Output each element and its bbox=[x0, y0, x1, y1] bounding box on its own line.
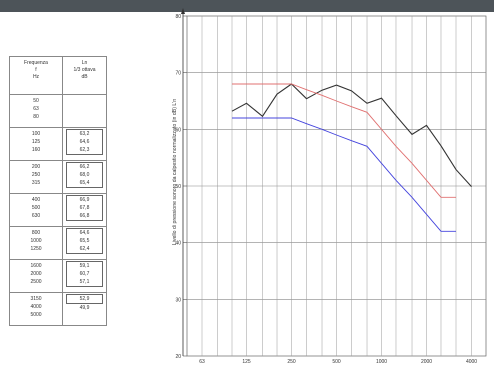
level-box: 63,2 64,6 62,3 bbox=[66, 129, 103, 155]
level-box: 64,6 65,5 62,4 bbox=[66, 228, 103, 254]
level-value: 63,2 bbox=[79, 131, 90, 137]
level-cell bbox=[62, 94, 107, 128]
x-tick-label: 125 bbox=[242, 359, 251, 365]
freq-cell: 200 250 315 bbox=[9, 160, 63, 194]
y-tick-label: 30 bbox=[175, 297, 181, 303]
level-cell: 63,2 64,6 62,3 bbox=[62, 127, 107, 161]
x-tick-label: 500 bbox=[332, 359, 341, 365]
freq-value: 2000 bbox=[30, 271, 42, 277]
chart-grid bbox=[186, 15, 487, 357]
level-value: 64,6 bbox=[79, 230, 90, 236]
level-box: 66,9 67,8 66,8 bbox=[66, 195, 103, 221]
freq-value: 400 bbox=[31, 197, 41, 203]
y-tick-label: 40 bbox=[175, 241, 181, 247]
level-value: 65,5 bbox=[79, 238, 90, 244]
freq-value: 3150 bbox=[30, 296, 42, 302]
level-header-line-2: 1/3 ottava bbox=[73, 67, 96, 73]
level-value: 62,4 bbox=[79, 246, 90, 252]
table-row: 1600 2000 2500 59,1 60,7 57,1 bbox=[9, 259, 107, 293]
level-cell: 66,2 68,0 65,4 bbox=[62, 160, 107, 194]
x-tick-label: 63 bbox=[199, 359, 205, 365]
freq-value: 2500 bbox=[30, 279, 42, 285]
freq-cell: 800 1000 1250 bbox=[9, 226, 63, 260]
freq-header: Frequenza f Hz bbox=[9, 56, 63, 95]
level-value: 52,9 bbox=[79, 296, 90, 302]
freq-value: 5000 bbox=[30, 312, 42, 318]
series-line bbox=[231, 83, 472, 187]
freq-value: 1600 bbox=[30, 263, 42, 269]
chart-series bbox=[231, 83, 472, 232]
series-line bbox=[232, 117, 456, 232]
freq-value: 250 bbox=[31, 172, 41, 178]
level-value: 64,6 bbox=[79, 139, 90, 145]
level-value: 66,9 bbox=[79, 197, 90, 203]
table-row: 3150 4000 5000 52,9 49,9 bbox=[9, 292, 107, 326]
level-value: 59,1 bbox=[79, 263, 90, 269]
freq-value: 63 bbox=[33, 106, 39, 112]
series-line bbox=[232, 83, 456, 198]
freq-value: 4000 bbox=[30, 304, 42, 310]
freq-cell: 1600 2000 2500 bbox=[9, 259, 63, 293]
y-tick-label: 20 bbox=[175, 354, 181, 360]
freq-cell: 3150 4000 5000 bbox=[9, 292, 63, 326]
level-header-line-1: Ln bbox=[81, 60, 88, 66]
level-cell: 59,1 60,7 57,1 bbox=[62, 259, 107, 293]
level-box: 66,2 68,0 65,4 bbox=[66, 162, 103, 188]
y-axis-arrow bbox=[181, 8, 185, 14]
freq-header-line-3: Hz bbox=[32, 74, 40, 80]
freq-value: 315 bbox=[31, 180, 41, 186]
level-header: Ln 1/3 ottava dB bbox=[62, 56, 107, 95]
table-row: 800 1000 1250 64,6 65,5 62,4 bbox=[9, 226, 107, 260]
freq-value: 800 bbox=[31, 230, 41, 236]
level-value: 65,4 bbox=[79, 180, 90, 186]
freq-value: 80 bbox=[33, 114, 39, 120]
level-value: 68,0 bbox=[79, 172, 90, 178]
x-tick-label: 2000 bbox=[421, 359, 432, 365]
x-tick-label: 1000 bbox=[376, 359, 387, 365]
freq-value: 50 bbox=[33, 98, 39, 104]
level-value: 49,9 bbox=[79, 305, 90, 311]
table-row: 200 250 315 66,2 68,0 65,4 bbox=[9, 160, 107, 194]
table-row: 50 63 80 bbox=[9, 94, 107, 128]
level-header-line-3: dB bbox=[81, 74, 88, 80]
y-tick-label: 60 bbox=[175, 127, 181, 133]
y-tick-label: 80 bbox=[175, 14, 181, 20]
y-axis-label: Livello di pressione sonoro da calpestio… bbox=[172, 99, 178, 245]
freq-value: 1000 bbox=[30, 238, 42, 244]
freq-header-line-1: Frequenza bbox=[24, 60, 48, 66]
freq-value: 1250 bbox=[30, 246, 42, 252]
freq-value: 125 bbox=[31, 139, 41, 145]
x-tick-label: 250 bbox=[287, 359, 296, 365]
freq-header-line-2: f bbox=[35, 67, 37, 73]
level-cell: 52,9 49,9 bbox=[62, 292, 107, 326]
level-box: 52,9 bbox=[66, 294, 103, 304]
freq-value: 160 bbox=[31, 147, 41, 153]
freq-value: 500 bbox=[31, 205, 41, 211]
x-tick-label: 4000 bbox=[466, 359, 477, 365]
y-tick-label: 50 bbox=[175, 184, 181, 190]
level-value: 57,1 bbox=[79, 279, 90, 285]
level-value: 66,8 bbox=[79, 213, 90, 219]
top-bar bbox=[0, 0, 494, 12]
level-value: 66,2 bbox=[79, 164, 90, 170]
freq-value: 100 bbox=[31, 131, 41, 137]
freq-value: 200 bbox=[31, 164, 41, 170]
level-value: 67,8 bbox=[79, 205, 90, 211]
chart-axes: 20 30 40 50 60 70 80 63 125 250 500 1000 2000 4000 bbox=[175, 8, 477, 365]
level-value: 60,7 bbox=[79, 271, 90, 277]
data-table: Frequenza f Hz Ln 1/3 ottava dB 50 63 80… bbox=[9, 56, 107, 326]
freq-value: 630 bbox=[31, 213, 41, 219]
level-box: 59,1 60,7 57,1 bbox=[66, 261, 103, 287]
level-value: 62,3 bbox=[79, 147, 90, 153]
y-tick-label: 70 bbox=[175, 71, 181, 77]
